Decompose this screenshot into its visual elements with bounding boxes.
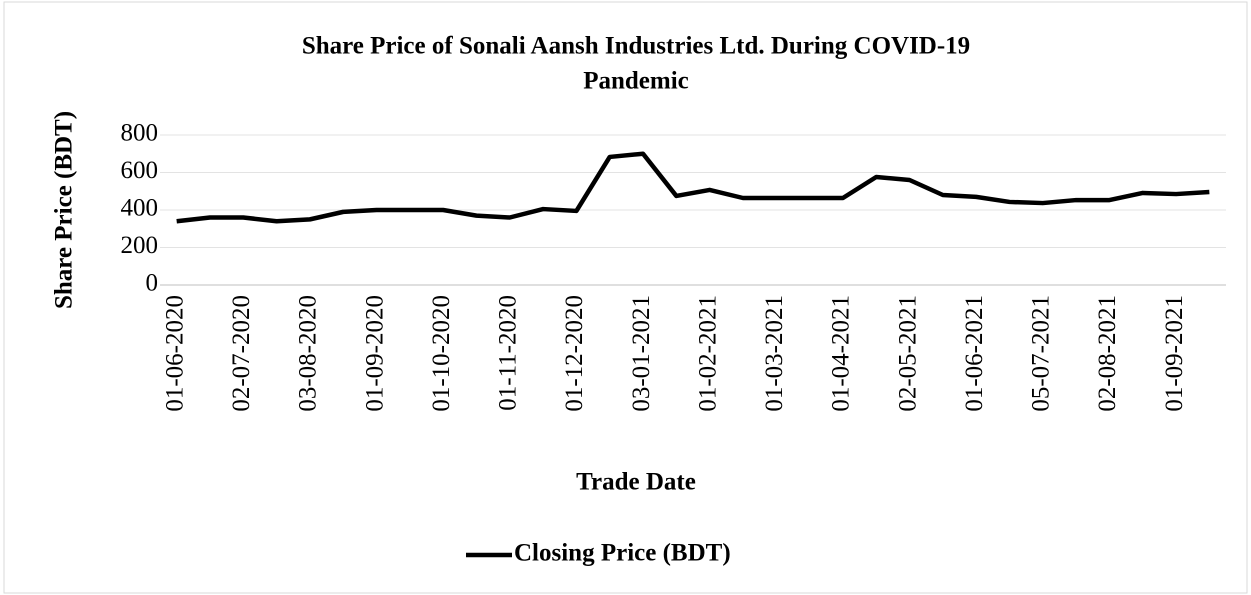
x-tick-label: 01-06-2020 bbox=[161, 295, 188, 412]
y-axis-title: Share Price (BDT) bbox=[51, 111, 78, 309]
x-tick-label: 02-08-2021 bbox=[1094, 295, 1121, 412]
x-tick-label: 01-10-2020 bbox=[428, 295, 455, 412]
legend-label: Closing Price (BDT) bbox=[514, 540, 731, 567]
y-tick-label: 400 bbox=[121, 195, 159, 222]
chart-title: Share Price of Sonali Aansh Industries L… bbox=[302, 33, 970, 60]
line-series bbox=[176, 151, 1210, 224]
y-tick-label: 200 bbox=[121, 232, 159, 259]
x-tick-label: 01-03-2021 bbox=[761, 295, 788, 412]
x-tick-label: 02-07-2020 bbox=[228, 295, 255, 412]
chart-title: Pandemic bbox=[583, 68, 689, 95]
x-tick-label: 03-08-2020 bbox=[295, 295, 322, 412]
y-tick-label: 800 bbox=[121, 120, 159, 147]
x-tick-label: 01-02-2021 bbox=[694, 295, 721, 412]
chart-border bbox=[3, 1, 1248, 594]
x-tick-label: 02-05-2021 bbox=[894, 295, 921, 412]
x-tick-label: 01-06-2021 bbox=[961, 295, 988, 412]
x-tick-label: 01-09-2021 bbox=[1161, 295, 1188, 412]
y-tick-label: 0 bbox=[146, 270, 159, 297]
y-tick-label: 600 bbox=[121, 157, 159, 184]
x-tick-label: 01-09-2020 bbox=[361, 295, 388, 412]
x-tick-label: 03-01-2021 bbox=[628, 295, 655, 412]
x-tick-label: 05-07-2021 bbox=[1028, 295, 1055, 412]
x-tick-label: 01-04-2021 bbox=[828, 295, 855, 412]
x-tick-label: 01-12-2020 bbox=[561, 295, 588, 412]
x-tick-label: 01-11-2020 bbox=[495, 295, 522, 411]
x-axis-title: Trade Date bbox=[576, 469, 696, 496]
